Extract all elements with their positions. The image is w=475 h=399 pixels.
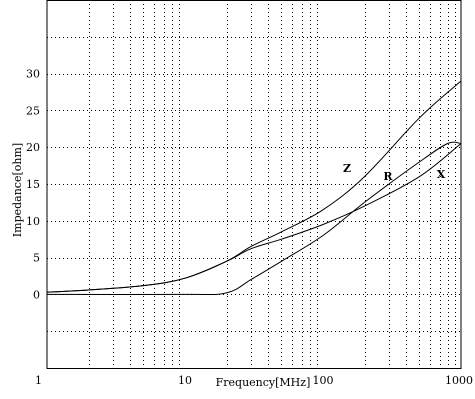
label-layer: ZR X	[343, 162, 446, 183]
y-tick-label: 10	[26, 215, 40, 228]
curve-label-z: Z	[343, 162, 351, 175]
tick-layer: 0 5 10 15 20 25 30 1 10 100 1000	[26, 68, 473, 387]
series-layer	[46, 80, 462, 296]
x-tick-label: 100	[313, 374, 334, 387]
series-line-z	[46, 80, 462, 293]
curve-label-r: R	[383, 170, 393, 183]
x-tick-label: 1000	[445, 374, 473, 387]
y-axis-label: Impedance[ohm]	[11, 143, 24, 237]
y-tick-label: 15	[26, 178, 40, 191]
x-tick-label: 10	[178, 374, 192, 387]
y-tick-label: 30	[26, 68, 40, 81]
plot-frame	[46, 0, 462, 369]
series-line-r	[46, 141, 462, 296]
x-axis-label: Frequency[MHz]	[216, 376, 311, 389]
y-tick-label: 0	[33, 288, 40, 301]
y-tick-label: 25	[26, 104, 40, 117]
grid-layer	[47, 0, 461, 368]
y-tick-label: 5	[33, 252, 40, 265]
series-line-x	[46, 143, 462, 293]
curve-label-x: X	[437, 168, 446, 181]
x-tick-label: 1	[35, 374, 42, 387]
y-tick-label: 20	[26, 141, 40, 154]
